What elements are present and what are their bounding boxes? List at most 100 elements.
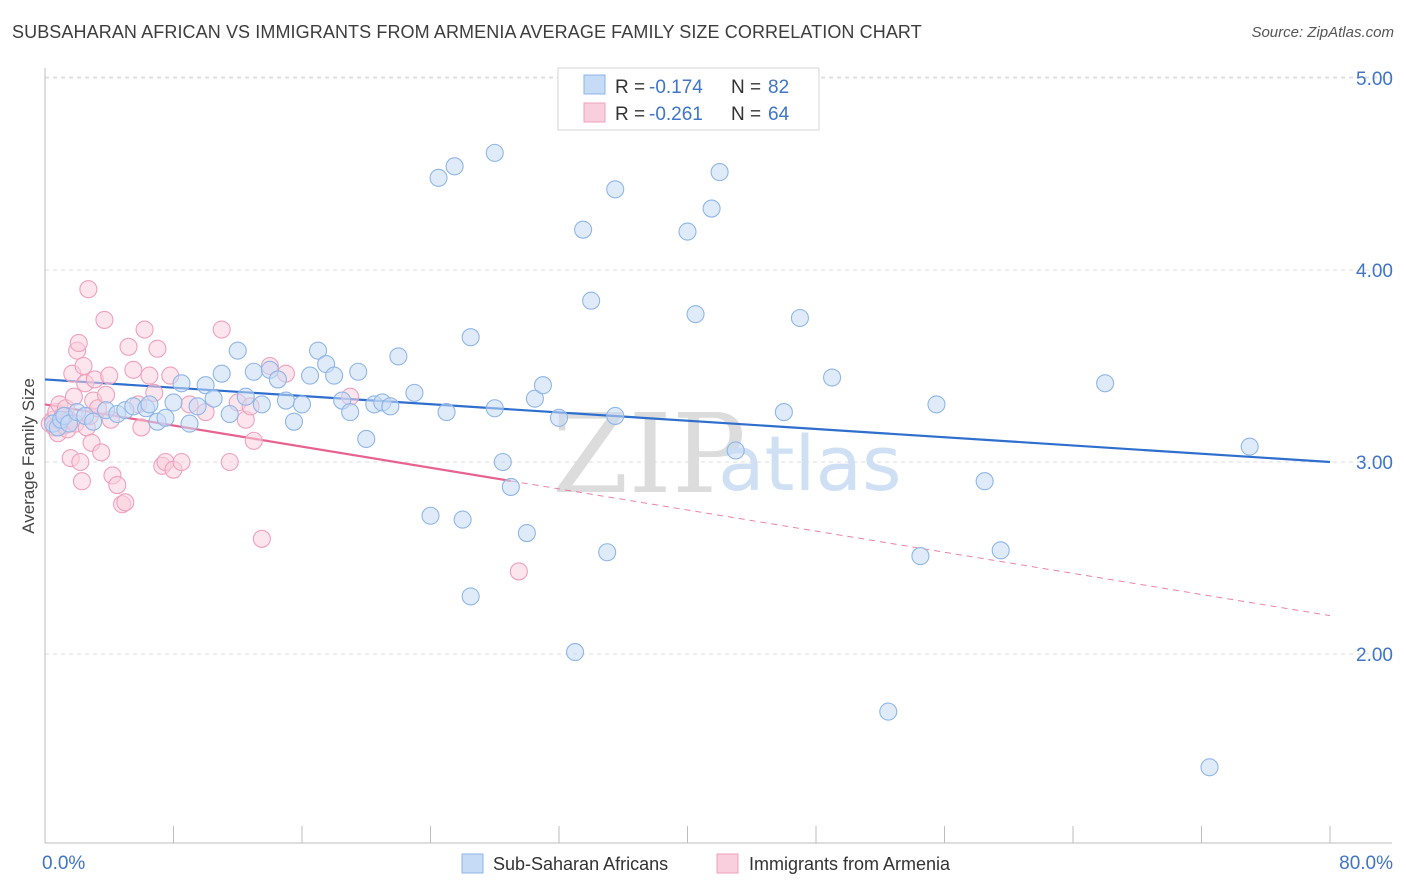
point-subsaharan <box>823 368 842 387</box>
y-tick-labels: 2.00 3.00 4.00 5.00 <box>1356 69 1393 666</box>
point-subsaharan <box>84 412 103 431</box>
y-tick-label: 2.00 <box>1356 645 1393 666</box>
point-subsaharan <box>485 399 504 418</box>
stats-n-label-blue: N = <box>731 77 761 98</box>
point-subsaharan <box>180 414 199 433</box>
point-armenia <box>95 310 114 329</box>
point-subsaharan <box>140 395 159 414</box>
point-subsaharan <box>156 408 175 427</box>
point-subsaharan <box>244 362 263 381</box>
x-tick-min: 0.0% <box>42 853 85 874</box>
point-subsaharan <box>678 222 697 241</box>
point-subsaharan <box>606 180 625 199</box>
legend-swatch-pink <box>716 853 739 874</box>
point-subsaharan <box>702 199 721 218</box>
stats-box: R = -0.174 N = 82 R = -0.261 N = 64 <box>557 67 820 131</box>
point-subsaharan <box>405 383 424 402</box>
point-subsaharan <box>445 157 464 176</box>
stats-n-value-pink: 64 <box>768 104 790 125</box>
legend-label-pink: Immigrants from Armenia <box>749 854 951 874</box>
point-subsaharan <box>212 364 231 383</box>
y-tick-label: 4.00 <box>1356 261 1393 282</box>
point-subsaharan <box>188 397 207 416</box>
point-armenia <box>79 280 98 299</box>
point-armenia <box>148 339 167 358</box>
point-subsaharan <box>1096 374 1115 393</box>
point-armenia <box>72 472 91 491</box>
point-subsaharan <box>485 143 504 162</box>
point-subsaharan <box>879 702 898 721</box>
legend: Sub-Saharan Africans Immigrants from Arm… <box>461 853 951 874</box>
stats-r-label-pink: R = <box>615 104 645 125</box>
point-subsaharan <box>461 328 480 347</box>
point-subsaharan <box>284 412 304 431</box>
point-subsaharan <box>429 168 448 187</box>
point-subsaharan <box>220 404 239 424</box>
stats-r-value-blue: -0.174 <box>649 77 703 98</box>
point-subsaharan <box>421 506 440 525</box>
point-subsaharan <box>790 308 809 328</box>
y-tick-label: 3.00 <box>1356 453 1393 474</box>
point-subsaharan <box>341 403 360 422</box>
point-subsaharan <box>276 391 295 410</box>
chart-title: SUBSAHARAN AFRICAN VS IMMIGRANTS FROM AR… <box>12 22 922 42</box>
point-armenia <box>244 431 263 450</box>
point-subsaharan <box>493 452 512 472</box>
point-subsaharan <box>501 477 520 497</box>
point-armenia <box>116 493 135 512</box>
point-armenia <box>100 366 119 385</box>
stats-swatch-blue <box>583 74 606 95</box>
stats-n-label-pink: N = <box>731 104 761 125</box>
point-subsaharan <box>710 163 729 182</box>
data-points <box>40 143 1259 777</box>
point-subsaharan <box>517 523 536 543</box>
watermark-atlas: atlas <box>718 419 902 508</box>
point-subsaharan <box>461 587 480 606</box>
point-subsaharan <box>252 395 271 414</box>
point-armenia <box>119 337 138 356</box>
legend-swatch-blue <box>461 853 484 874</box>
point-subsaharan <box>549 408 569 427</box>
point-armenia <box>252 529 271 548</box>
point-armenia <box>69 333 88 353</box>
point-subsaharan <box>389 347 408 366</box>
point-armenia <box>71 452 90 472</box>
point-subsaharan <box>686 305 705 324</box>
watermark: ZIP atlas <box>552 390 902 518</box>
point-subsaharan <box>236 387 255 406</box>
point-subsaharan <box>525 389 544 408</box>
point-armenia <box>96 385 116 404</box>
point-armenia <box>132 418 151 437</box>
point-subsaharan <box>582 291 601 310</box>
y-axis-title: Average Family Size <box>19 378 38 534</box>
point-armenia <box>124 360 143 379</box>
point-subsaharan <box>574 220 593 239</box>
point-subsaharan <box>911 547 930 566</box>
point-subsaharan <box>381 397 400 416</box>
legend-label-blue: Sub-Saharan Africans <box>493 854 668 874</box>
point-subsaharan <box>975 472 994 491</box>
point-subsaharan <box>268 370 287 389</box>
y-tick-label: 5.00 <box>1356 69 1393 90</box>
source-credit: Source: ZipAtlas.com <box>1251 24 1394 41</box>
point-subsaharan <box>726 441 745 460</box>
point-subsaharan <box>204 389 223 408</box>
point-subsaharan <box>164 393 183 412</box>
point-subsaharan <box>309 341 328 360</box>
point-subsaharan <box>774 403 793 422</box>
stats-r-label-blue: R = <box>615 77 645 98</box>
point-subsaharan <box>357 429 376 449</box>
point-subsaharan <box>196 376 215 395</box>
watermark-zip: ZIP <box>552 390 746 518</box>
point-subsaharan <box>1200 758 1219 777</box>
point-armenia <box>172 452 191 472</box>
point-subsaharan <box>300 366 320 385</box>
point-armenia <box>140 366 159 385</box>
point-subsaharan <box>292 395 312 414</box>
point-subsaharan <box>1240 437 1259 456</box>
point-armenia <box>135 320 154 339</box>
axes <box>44 68 1392 844</box>
point-subsaharan <box>566 643 585 662</box>
point-subsaharan <box>349 362 368 381</box>
